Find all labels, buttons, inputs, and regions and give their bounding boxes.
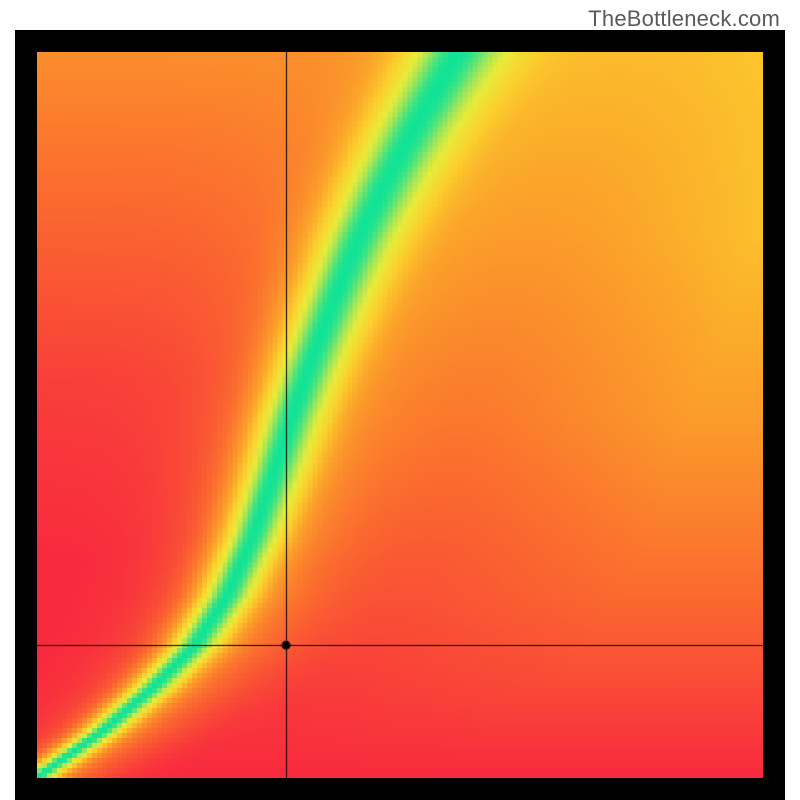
- watermark-text: TheBottleneck.com: [588, 6, 780, 32]
- chart-outer-box: [15, 30, 785, 800]
- overlay-canvas: [37, 52, 763, 778]
